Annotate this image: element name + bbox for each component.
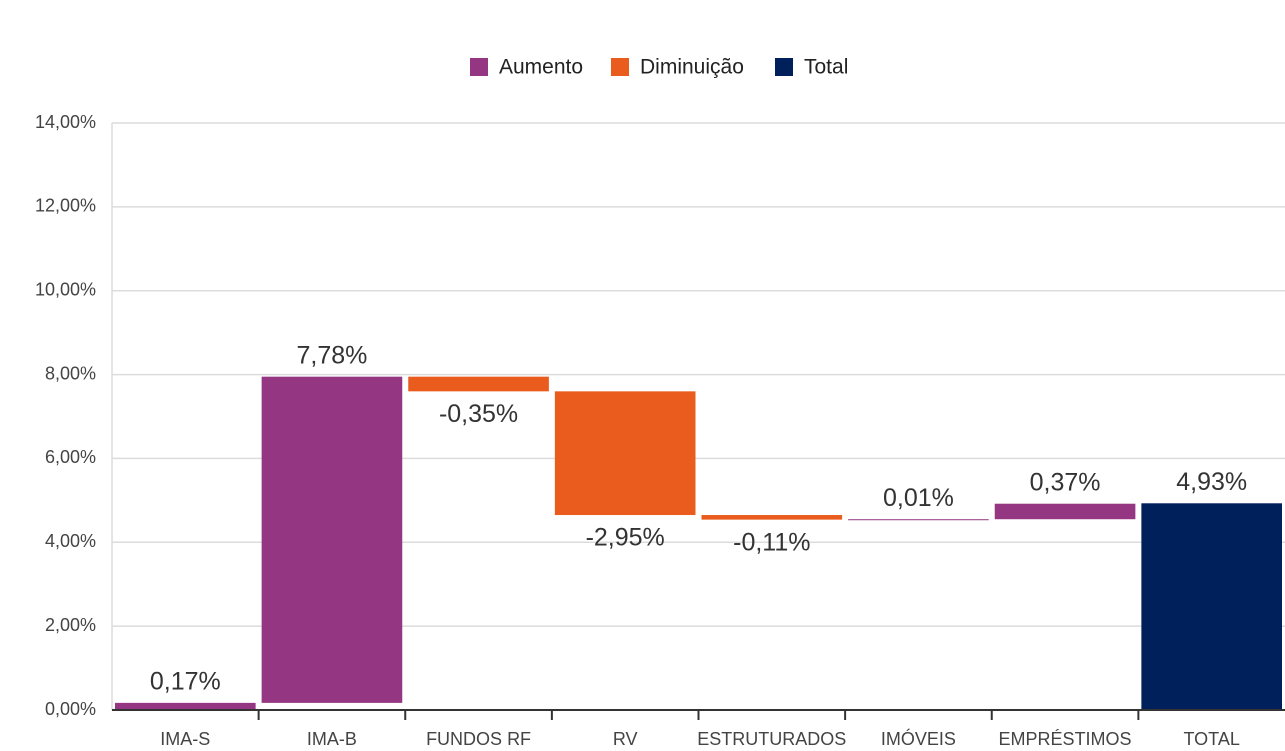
y-tick-label: 8,00% [45,363,96,383]
bar [261,376,403,703]
legend-label: Total [804,56,848,79]
x-tick-label: IMA-B [307,729,357,749]
data-label: 0,17% [150,667,221,695]
data-label: -0,35% [439,400,518,428]
data-label: 0,37% [1030,468,1101,496]
y-tick-label: 14,00% [35,112,96,132]
y-tick-label: 2,00% [45,615,96,635]
bar [701,515,843,520]
x-tick-label: FUNDOS RF [426,729,531,749]
y-tick-label: 6,00% [45,447,96,467]
x-tick-label: RV [613,729,638,749]
x-tick-label: ESTRUTURADOS [697,729,846,749]
data-label: -0,11% [733,528,810,556]
legend-swatch [775,58,793,76]
bar [1141,503,1282,710]
bar [848,519,989,521]
y-tick-label: 4,00% [45,531,96,551]
data-label: 7,78% [296,341,367,369]
y-tick-label: 10,00% [35,279,96,299]
legend-swatch [470,58,488,76]
x-tick-label: EMPRÉSTIMOS [999,729,1132,749]
bar [554,391,696,516]
data-label: 0,01% [883,484,954,512]
x-tick-label: IMA-S [160,729,210,749]
data-label: -2,95% [586,524,665,552]
data-label: 4,93% [1176,468,1247,496]
x-tick-label: TOTAL [1184,729,1240,749]
legend-swatch [611,58,629,76]
x-tick-label: IMÓVEIS [881,728,956,749]
bar [408,376,549,392]
bar [115,702,256,710]
y-tick-label: 12,00% [35,196,96,216]
bar [994,503,1136,520]
legend-label: Diminuição [640,56,744,79]
y-tick-label: 0,00% [45,699,96,719]
legend-label: Aumento [499,56,583,79]
